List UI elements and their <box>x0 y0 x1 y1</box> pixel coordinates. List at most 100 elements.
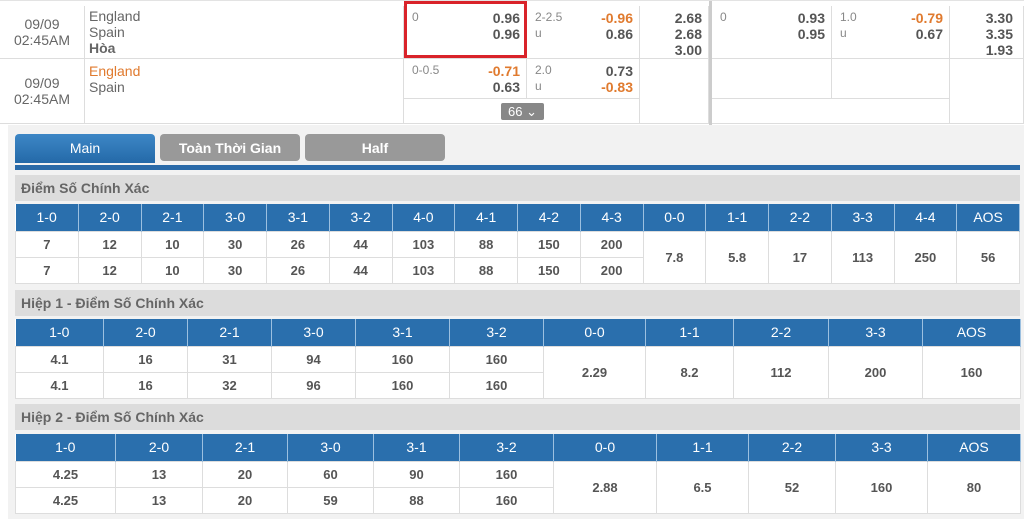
score-odds[interactable]: 94 <box>271 345 356 373</box>
draw-score-odds[interactable]: 2.29 <box>543 345 646 399</box>
away-odds[interactable]: 0.63 <box>492 79 520 95</box>
away-win-odds[interactable]: 2.68 <box>674 26 702 42</box>
score-odds[interactable]: 30 <box>203 230 267 258</box>
draw-score-odds[interactable]: 2.88 <box>553 460 657 514</box>
score-odds[interactable]: 10 <box>140 230 205 258</box>
draw-score-odds[interactable]: 52 <box>748 460 836 514</box>
draw-score-odds[interactable]: 250 <box>893 230 958 284</box>
draw-score-odds[interactable]: 6.5 <box>656 460 749 514</box>
score-odds[interactable]: 4.25 <box>15 460 116 488</box>
home-odds[interactable]: -0.71 <box>488 63 520 79</box>
away-win-odds[interactable]: 3.35 <box>985 26 1013 42</box>
score-odds[interactable]: 26 <box>266 230 330 258</box>
score-odds[interactable]: 12 <box>77 230 142 258</box>
score-odds[interactable]: 96 <box>271 371 356 399</box>
ft-1x2-cell[interactable]: 2.68 2.68 3.00 <box>640 6 709 59</box>
over-odds[interactable]: -0.79 <box>911 10 943 26</box>
ft-over-under-cell[interactable]: 2-2.5 u -0.96 0.86 <box>527 6 640 59</box>
away-team[interactable]: Spain <box>89 24 125 40</box>
score-odds[interactable]: 4.25 <box>15 486 116 514</box>
score-odds[interactable]: 32 <box>187 371 272 399</box>
score-odds[interactable]: 44 <box>328 230 393 258</box>
score-odds[interactable]: 4.1 <box>15 371 104 399</box>
score-odds[interactable]: 4.1 <box>15 345 104 373</box>
over-odds[interactable]: 0.73 <box>605 63 633 79</box>
score-odds[interactable]: 160 <box>459 460 554 488</box>
score-odds[interactable]: 12 <box>77 256 142 284</box>
home-win-odds[interactable]: 3.30 <box>985 10 1013 26</box>
ft-handicap-cell[interactable]: 0 0.96 0.96 <box>404 6 527 59</box>
draw-odds[interactable]: 1.93 <box>985 42 1013 58</box>
score-odds[interactable]: 200 <box>579 230 644 258</box>
score-odds[interactable]: 90 <box>373 460 460 488</box>
h1-handicap-cell[interactable]: 0 0.93 0.95 <box>712 6 832 59</box>
score-odds[interactable]: 10 <box>140 256 205 284</box>
score-odds[interactable]: 88 <box>454 256 518 284</box>
score-odds[interactable]: 150 <box>517 230 581 258</box>
home-team[interactable]: England <box>89 63 141 79</box>
draw-score-odds[interactable]: 160 <box>835 460 928 514</box>
match-date: 09/09 <box>24 16 60 32</box>
draw-score-odds[interactable]: 56 <box>956 230 1020 284</box>
under-odds[interactable]: 0.86 <box>605 26 633 42</box>
score-odds[interactable]: 13 <box>115 460 203 488</box>
ft-handicap-cell[interactable]: 0-0.5 -0.71 0.63 <box>404 59 527 99</box>
draw-score-odds[interactable]: 80 <box>927 460 1021 514</box>
away-odds[interactable]: 0.95 <box>797 26 825 42</box>
home-odds[interactable]: 0.96 <box>492 10 520 26</box>
score-odds[interactable]: 88 <box>454 230 518 258</box>
score-odds[interactable]: 60 <box>287 460 374 488</box>
draw-score-odds[interactable]: 200 <box>828 345 923 399</box>
draw-score-odds[interactable]: 7.8 <box>642 230 707 284</box>
draw-score-odds[interactable]: 17 <box>768 230 832 284</box>
draw-score-odds[interactable]: 160 <box>922 345 1021 399</box>
score-odds[interactable]: 20 <box>202 486 288 514</box>
score-odds[interactable]: 31 <box>187 345 272 373</box>
tab-half[interactable]: Half <box>305 134 445 161</box>
draw-score-odds[interactable]: 8.2 <box>645 345 734 399</box>
score-odds[interactable]: 16 <box>103 371 188 399</box>
score-odds[interactable]: 103 <box>391 256 456 284</box>
tab-main[interactable]: Main <box>15 134 155 163</box>
ft-over-under-cell[interactable]: 2.0 u 0.73 -0.83 <box>527 59 640 99</box>
draw-score-odds[interactable]: 113 <box>830 230 895 284</box>
score-odds[interactable]: 13 <box>115 486 203 514</box>
score-odds[interactable]: 7 <box>15 256 79 284</box>
away-team[interactable]: Spain <box>89 79 125 95</box>
draw-score-odds[interactable]: 112 <box>733 345 829 399</box>
under-odds[interactable]: 0.67 <box>915 26 943 42</box>
over-odds[interactable]: -0.96 <box>601 10 633 26</box>
score-header-row: 1-0 2-0 2-1 3-0 3-1 3-2 0-0 1-1 2-2 3-3 AOS <box>15 434 1021 461</box>
score-odds[interactable]: 44 <box>328 256 393 284</box>
score-odds[interactable]: 160 <box>449 345 544 373</box>
score-odds[interactable]: 30 <box>203 256 267 284</box>
score-odds[interactable]: 7 <box>15 230 79 258</box>
away-odds[interactable]: 0.96 <box>492 26 520 42</box>
h1-1x2-cell[interactable]: 3.30 3.35 1.93 <box>950 6 1024 59</box>
score-odds[interactable]: 160 <box>355 371 450 399</box>
score-odds[interactable]: 160 <box>459 486 554 514</box>
odds-row: 4.1 16 31 94 160 160 2.29 8.2 112 200 160 <box>15 345 1021 399</box>
score-odds[interactable]: 59 <box>287 486 374 514</box>
home-win-odds[interactable]: 2.68 <box>674 10 702 26</box>
home-team[interactable]: England <box>89 8 141 24</box>
h1-over-under-cell[interactable]: 1.0 u -0.79 0.67 <box>832 6 950 59</box>
draw-score-odds[interactable]: 5.8 <box>705 230 769 284</box>
score-odds[interactable]: 20 <box>202 460 288 488</box>
tab-full-time[interactable]: Toàn Thời Gian <box>160 134 300 161</box>
score-odds[interactable]: 200 <box>579 256 644 284</box>
draw-odds[interactable]: 3.00 <box>674 42 702 58</box>
score-odds[interactable]: 88 <box>373 486 460 514</box>
score-odds[interactable]: 26 <box>266 256 330 284</box>
score-odds[interactable]: 160 <box>355 345 450 373</box>
score-header: 4-1 <box>454 204 518 231</box>
home-odds[interactable]: 0.93 <box>797 10 825 26</box>
score-odds[interactable]: 16 <box>103 345 188 373</box>
score-odds[interactable]: 150 <box>517 256 581 284</box>
more-bets-button[interactable]: 66 ⌄ <box>501 103 544 120</box>
score-odds[interactable]: 160 <box>449 371 544 399</box>
chevron-down-icon: ⌄ <box>526 104 537 119</box>
under-odds[interactable]: -0.83 <box>601 79 633 95</box>
score-odds[interactable]: 103 <box>391 230 456 258</box>
score-header: 1-0 <box>15 204 79 231</box>
